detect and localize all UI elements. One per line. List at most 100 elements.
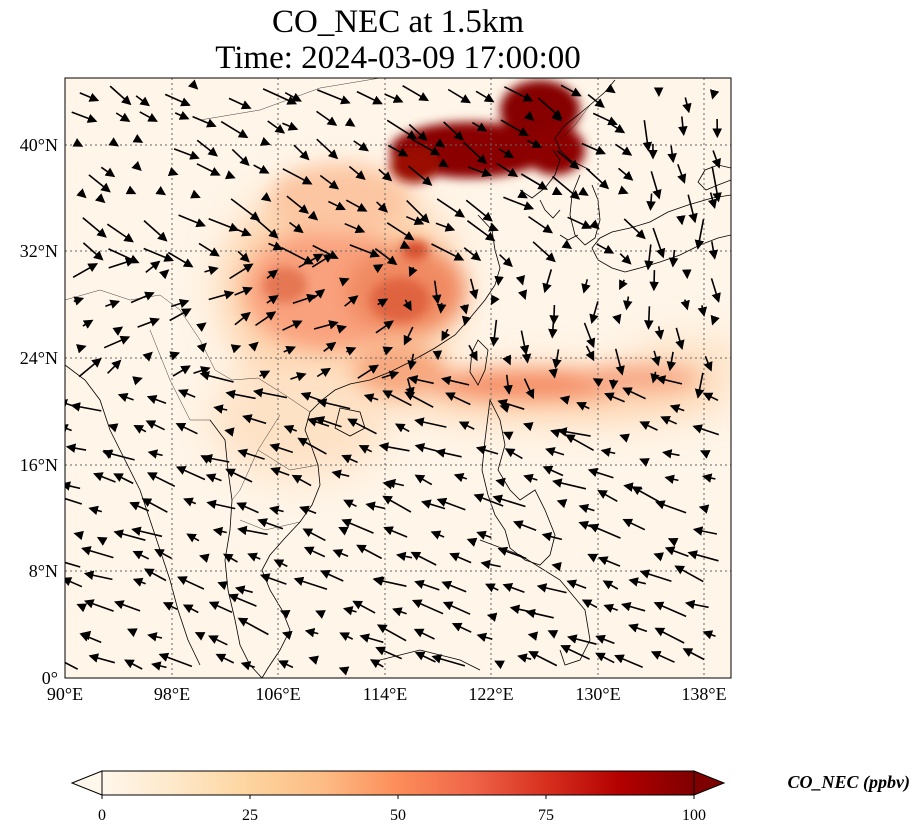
wind-arrow: [170, 298, 190, 309]
wind-arrow: [548, 368, 558, 379]
wind-arrow: [551, 186, 563, 196]
wind-arrow: [677, 164, 687, 184]
wind-arrow: [503, 374, 513, 395]
wind-arrow: [72, 263, 98, 278]
wind-vectors: [65, 79, 723, 676]
wind-arrow: [597, 490, 618, 502]
wind-arrow: [596, 243, 615, 254]
wind-arrow: [603, 603, 618, 613]
wind-arrow: [172, 365, 191, 377]
wind-arrow: [338, 277, 350, 287]
wind-arrow: [711, 166, 722, 203]
wind-arrow: [252, 388, 288, 399]
wind-arrow: [435, 448, 462, 458]
wind-arrow: [167, 251, 194, 268]
wind-arrow: [319, 174, 340, 190]
wind-arrow: [619, 279, 628, 291]
wind-arrow: [199, 371, 234, 383]
wind-arrow: [266, 269, 279, 280]
wind-arrow: [404, 391, 434, 408]
wind-arrow: [494, 660, 505, 670]
wind-arrow: [372, 264, 384, 274]
wind-arrow: [595, 652, 615, 664]
wind-arrow: [459, 304, 469, 315]
wind-arrow: [597, 556, 621, 567]
wind-arrow: [212, 526, 227, 537]
wind-arrow: [65, 577, 83, 588]
wind-arrow: [372, 576, 407, 587]
wind-arrow: [475, 90, 495, 103]
wind-arrow: [702, 630, 716, 640]
wind-arrow: [578, 503, 595, 514]
wind-arrow: [273, 559, 288, 569]
wind-arrow: [283, 424, 297, 434]
wind-arrow: [431, 280, 442, 305]
wind-arrow: [382, 479, 393, 490]
wind-arrow: [78, 357, 102, 378]
wind-arrow: [88, 653, 116, 664]
wind-arrow: [445, 392, 471, 406]
wind-arrow: [608, 379, 619, 390]
wind-arrow: [676, 215, 686, 226]
wind-arrow: [125, 185, 137, 195]
wind-arrow: [217, 581, 228, 591]
wind-arrow: [566, 579, 587, 589]
wind-arrow: [194, 632, 206, 641]
wind-arrow: [556, 150, 580, 170]
colorbar-tick-label: 25: [242, 807, 258, 824]
wind-arrow: [485, 583, 499, 593]
wind-arrow: [492, 494, 526, 508]
wind-arrow: [132, 133, 144, 143]
wind-arrow: [224, 427, 235, 437]
wind-arrow: [561, 239, 573, 249]
wind-arrow: [175, 422, 198, 435]
longitude-axis: 90°E 98°E 106°E 114°E 122°E 130°E 138°E: [47, 684, 727, 704]
lon-tick-label: 138°E: [681, 684, 726, 704]
wind-arrow: [694, 219, 705, 250]
wind-arrow: [589, 301, 599, 325]
wind-arrow: [378, 442, 410, 452]
colorbar-tick-label: 100: [682, 807, 706, 824]
wind-arrow: [542, 465, 564, 477]
wind-arrow: [684, 599, 709, 610]
wind-arrow: [434, 138, 446, 148]
wind-arrow: [376, 201, 388, 213]
wind-arrow: [260, 192, 272, 202]
wind-arrow: [112, 326, 124, 336]
wind-arrow: [666, 351, 677, 372]
wind-arrow: [664, 474, 679, 484]
wind-arrow: [308, 655, 319, 665]
wind-arrow: [96, 536, 108, 546]
wind-arrow: [270, 466, 290, 476]
wind-arrow: [252, 216, 279, 239]
wind-arrow: [431, 654, 466, 667]
wind-arrow: [709, 89, 720, 100]
wind-arrow: [644, 306, 654, 330]
wind-arrow: [142, 351, 153, 362]
wind-arrow: [307, 210, 319, 221]
lat-tick-label: 24°N: [20, 348, 58, 368]
wind-arrow: [303, 546, 326, 558]
wind-arrow: [560, 84, 582, 97]
wind-arrow: [660, 416, 678, 425]
wind-arrow: [93, 472, 116, 483]
wind-arrow: [220, 120, 249, 139]
wind-arrow: [519, 330, 530, 356]
colorbar-gradient: [101, 770, 695, 796]
map-frame: [64, 77, 732, 679]
wind-arrow: [73, 296, 85, 306]
wind-arrow: [174, 110, 190, 120]
wind-arrow: [196, 342, 207, 353]
wind-arrow: [463, 247, 482, 261]
wind-arrow: [315, 610, 326, 619]
wind-arrow: [145, 260, 161, 274]
wind-arrow: [158, 269, 170, 280]
wind-arrow: [489, 319, 500, 347]
wind-arrow: [480, 559, 501, 570]
wind-arrow: [292, 293, 317, 304]
wind-arrow: [592, 112, 618, 126]
wind-arrow: [650, 651, 675, 663]
wind-arrow: [108, 137, 120, 147]
wind-arrow: [523, 473, 538, 483]
wind-arrow: [604, 392, 625, 403]
